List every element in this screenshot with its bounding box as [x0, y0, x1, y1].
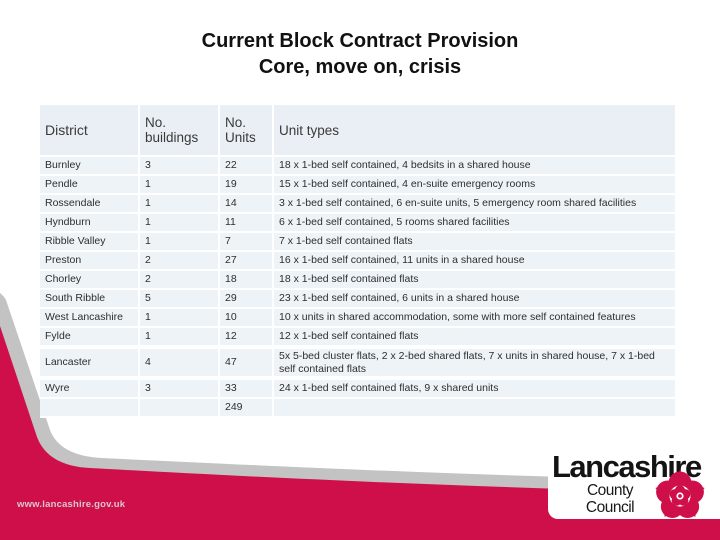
col-header-no-buildings: No. buildings	[139, 105, 220, 157]
cell-district: Fylde	[40, 327, 140, 348]
cell-units: 249	[219, 398, 274, 418]
cell-district: Rossendale	[40, 194, 140, 214]
rose-inner-petals	[669, 485, 691, 506]
cell-units: 33	[219, 376, 274, 399]
slide-title-line1: Current Block Contract Provision	[201, 30, 519, 52]
provision-table: District No. buildings No. Units Unit ty…	[40, 105, 675, 418]
lancashire-rose-icon	[655, 470, 705, 518]
cell-district	[40, 398, 140, 418]
table-row: Preston 2 27 16 x 1-bed self contained, 11 …	[40, 251, 675, 271]
cell-units: 29	[219, 289, 274, 309]
cell-units: 47	[219, 345, 274, 379]
cell-buildings: 1	[139, 232, 220, 252]
cell-buildings: 5	[139, 289, 220, 309]
cell-buildings: 2	[139, 270, 220, 290]
cell-district: South Ribble	[40, 289, 140, 309]
cell-district: Pendle	[40, 175, 140, 195]
col-header-unit-types: Unit types	[273, 105, 675, 157]
logo-subtext-line1: County	[586, 482, 634, 499]
cell-units: 19	[219, 175, 274, 195]
table-row: Lancaster 4 47 5x 5-bed cluster flats, 2 x …	[40, 345, 675, 379]
cell-types: 12 x 1-bed self contained flats	[273, 327, 675, 348]
table-row: Chorley 2 18 18 x 1-bed self contained flat…	[40, 270, 675, 290]
slide-title: Current Block Contract Provision Core, m…	[0, 28, 720, 80]
table-row: Hyndburn 1 11 6 x 1-bed self contained, 5 r…	[40, 213, 675, 233]
cell-district: Burnley	[40, 156, 140, 176]
cell-buildings: 3	[139, 156, 220, 176]
col-header-district: District	[40, 105, 140, 157]
cell-buildings: 1	[139, 175, 220, 195]
cell-buildings: 1	[139, 213, 220, 233]
provision-table-wrap: District No. buildings No. Units Unit ty…	[40, 105, 675, 418]
cell-types: 10 x units in shared accommodation, some…	[273, 308, 675, 328]
table-row: 249	[40, 398, 675, 418]
col-header-no-units: No. Units	[219, 105, 274, 157]
cell-types: 7 x 1-bed self contained flats	[273, 232, 675, 252]
cell-types: 18 x 1-bed self contained flats	[273, 270, 675, 290]
cell-buildings: 3	[139, 376, 220, 399]
cell-buildings	[139, 398, 220, 418]
cell-district: Wyre	[40, 376, 140, 399]
table-row: Burnley 3 22 18 x 1-bed self contained, 4 b…	[40, 156, 675, 176]
cell-units: 22	[219, 156, 274, 176]
cell-units: 12	[219, 327, 274, 348]
slide-title-line2: Core, move on, crisis	[258, 56, 462, 78]
cell-buildings: 1	[139, 327, 220, 348]
cell-units: 14	[219, 194, 274, 214]
cell-types: 5x 5-bed cluster flats, 2 x 2-bed shared…	[273, 345, 675, 379]
cell-types: 6 x 1-bed self contained, 5 rooms shared…	[273, 213, 675, 233]
cell-types: 16 x 1-bed self contained, 11 units in a…	[273, 251, 675, 271]
lancashire-county-council-logo: Lancashire County Council	[546, 450, 720, 530]
table-row: Wyre 3 33 24 x 1-bed self contained flats, …	[40, 376, 675, 399]
cell-units: 7	[219, 232, 274, 252]
cell-types: 18 x 1-bed self contained, 4 bedsits in …	[273, 156, 675, 176]
table-row: Pendle 1 19 15 x 1-bed self contained, 4 en…	[40, 175, 675, 195]
cell-district: West Lancashire	[40, 308, 140, 328]
cell-units: 11	[219, 213, 274, 233]
table-body: Burnley 3 22 18 x 1-bed self contained, 4 b…	[40, 156, 675, 418]
logo-subtext: County Council	[560, 482, 660, 516]
cell-buildings: 4	[139, 345, 220, 379]
table-row: Ribble Valley 1 7 7 x 1-bed self contained …	[40, 232, 675, 252]
cell-buildings: 1	[139, 308, 220, 328]
cell-district: Chorley	[40, 270, 140, 290]
cell-types: 3 x 1-bed self contained, 6 en-suite uni…	[273, 194, 675, 214]
cell-district: Ribble Valley	[40, 232, 140, 252]
cell-units: 27	[219, 251, 274, 271]
cell-types: 24 x 1-bed self contained flats, 9 x sha…	[273, 376, 675, 399]
table-header-row: District No. buildings No. Units Unit ty…	[40, 105, 675, 157]
table-row: South Ribble 5 29 23 x 1-bed self contained…	[40, 289, 675, 309]
cell-types	[273, 398, 675, 418]
cell-units: 18	[219, 270, 274, 290]
table-row: West Lancashire 1 10 10 x units in shared a…	[40, 308, 675, 328]
cell-types: 23 x 1-bed self contained, 6 units in a …	[273, 289, 675, 309]
rose-center-dot	[678, 494, 682, 498]
cell-district: Hyndburn	[40, 213, 140, 233]
table-row: Rossendale 1 14 3 x 1-bed self contained, 6…	[40, 194, 675, 214]
logo-subtext-line2: Council	[585, 499, 635, 516]
cell-district: Lancaster	[40, 345, 140, 379]
cell-district: Preston	[40, 251, 140, 271]
cell-units: 10	[219, 308, 274, 328]
cell-buildings: 2	[139, 251, 220, 271]
cell-buildings: 1	[139, 194, 220, 214]
cell-types: 15 x 1-bed self contained, 4 en-suite em…	[273, 175, 675, 195]
footer-url-link[interactable]: www.lancashire.gov.uk	[17, 499, 126, 510]
table-row: Fylde 1 12 12 x 1-bed self contained flats	[40, 327, 675, 348]
